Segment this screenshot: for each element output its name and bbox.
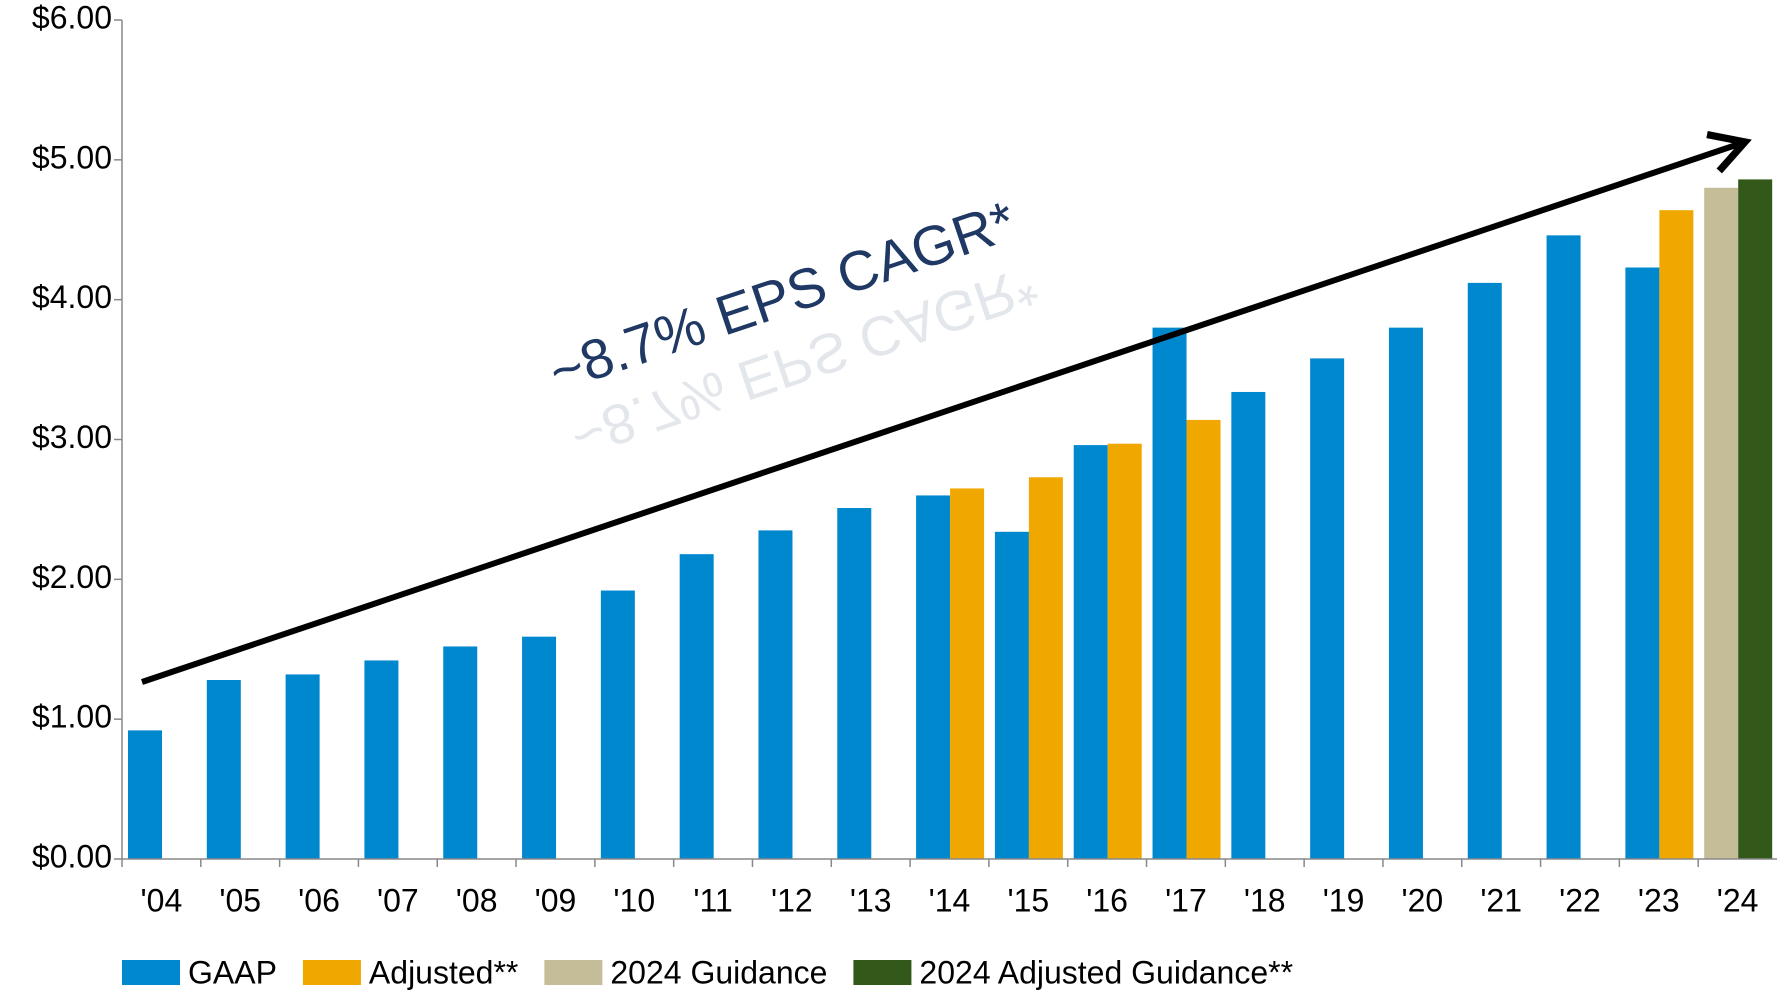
bar <box>1467 282 1502 859</box>
y-tick-label: $4.00 <box>32 279 112 315</box>
annotation-group: ~8.7% EPS CAGR*~8.7% EPS CAGR* <box>541 189 1045 470</box>
x-tick-label: '10 <box>613 882 655 918</box>
x-tick-label: '20 <box>1402 882 1444 918</box>
x-tick-label: '06 <box>298 882 340 918</box>
bar <box>679 554 714 859</box>
trend-arrow <box>141 130 1752 685</box>
bar <box>1231 391 1266 859</box>
x-tick-label: '19 <box>1323 882 1365 918</box>
legend-label: 2024 Adjusted Guidance** <box>919 954 1293 990</box>
bar <box>285 674 320 859</box>
x-tick-label: '08 <box>456 882 498 918</box>
x-tick-label: '22 <box>1559 882 1601 918</box>
bar <box>600 590 635 859</box>
bar <box>994 531 1029 859</box>
bar <box>837 508 872 859</box>
y-tick-label: $2.00 <box>32 559 112 595</box>
x-tick-label: '16 <box>1086 882 1128 918</box>
bar <box>1107 443 1142 859</box>
y-tick-label: $5.00 <box>32 139 112 175</box>
x-tick-label: '13 <box>850 882 892 918</box>
bar <box>1186 419 1221 859</box>
bar <box>1659 210 1694 859</box>
bar <box>1738 179 1773 859</box>
x-tick-label: '15 <box>1007 882 1049 918</box>
legend-label: 2024 Guidance <box>610 954 827 990</box>
x-tick-label: '14 <box>929 882 971 918</box>
y-tick-label: $3.00 <box>32 419 112 455</box>
bar <box>758 530 793 859</box>
bar <box>1388 327 1423 860</box>
y-tick-label: $0.00 <box>32 838 112 874</box>
bar <box>1546 235 1581 860</box>
x-tick-label: '18 <box>1244 882 1286 918</box>
x-tick-label: '24 <box>1717 882 1759 918</box>
x-tick-label: '11 <box>693 882 732 918</box>
x-tick-label: '23 <box>1638 882 1680 918</box>
x-tick-label: '09 <box>535 882 577 918</box>
legend-label: GAAP <box>188 954 277 990</box>
bar <box>1073 445 1108 859</box>
bar <box>950 488 985 859</box>
x-tick-label: '05 <box>219 882 261 918</box>
bar <box>1152 327 1187 860</box>
x-tick-label: '04 <box>141 882 183 918</box>
legend-swatch <box>122 960 180 985</box>
bar <box>206 680 241 859</box>
bar <box>916 495 951 859</box>
x-tick-label: '21 <box>1480 882 1522 918</box>
x-tick-label: '07 <box>377 882 419 918</box>
y-tick-label: $1.00 <box>32 699 112 735</box>
bar <box>128 730 162 859</box>
bar <box>443 646 478 859</box>
bar <box>1028 477 1063 859</box>
legend-swatch <box>544 960 603 985</box>
bar <box>1310 358 1345 859</box>
x-tick-label: '17 <box>1165 882 1207 918</box>
bar <box>522 636 557 859</box>
bar <box>364 660 399 859</box>
y-tick-label: $6.00 <box>32 0 112 35</box>
legend-swatch <box>853 960 912 985</box>
x-tick-label: '12 <box>771 882 813 918</box>
bar <box>1625 267 1660 859</box>
legend-label: Adjusted** <box>369 954 518 990</box>
bar <box>1704 187 1739 860</box>
legend-swatch <box>302 960 361 985</box>
